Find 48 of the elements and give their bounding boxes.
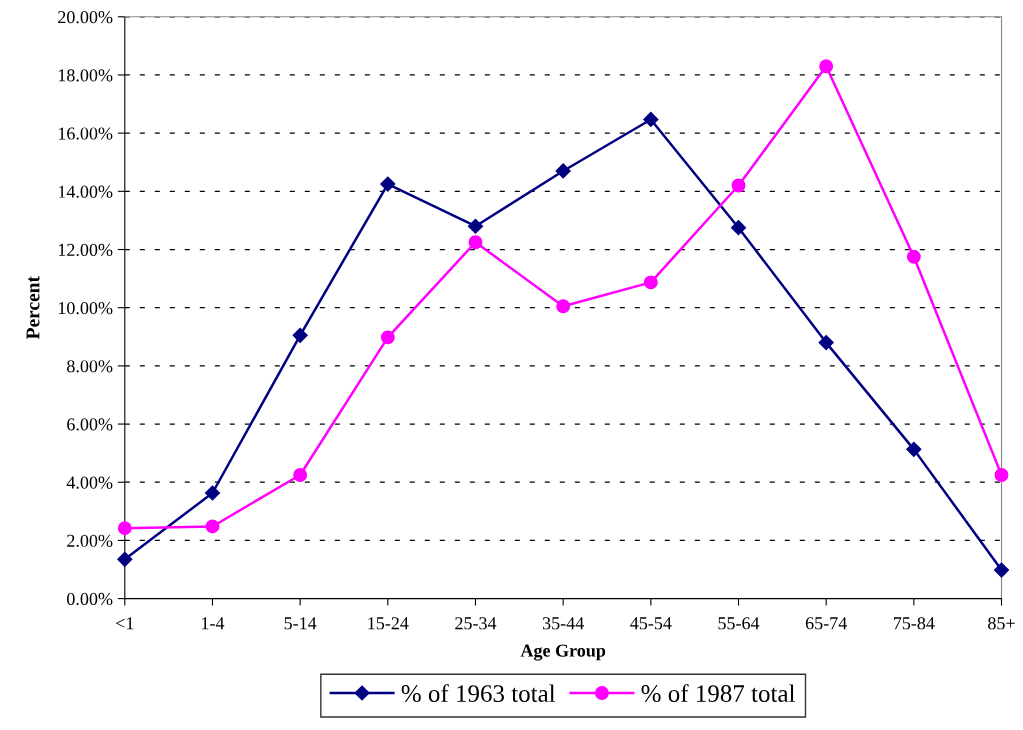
x-tick-label: 5-14 xyxy=(284,617,317,630)
x-tick-label: 55-64 xyxy=(718,617,760,630)
point xyxy=(730,220,747,236)
point xyxy=(818,335,834,351)
point xyxy=(906,441,922,457)
point xyxy=(906,249,921,264)
point xyxy=(643,111,659,128)
point xyxy=(117,521,132,536)
point xyxy=(556,299,571,314)
legend-label: % of 1987 total xyxy=(641,684,795,703)
point xyxy=(380,330,395,345)
x-tick-label: 35-44 xyxy=(542,617,584,630)
x-tick-label: <1 xyxy=(116,617,134,630)
y-tick-label: 16.00% xyxy=(58,127,113,140)
point xyxy=(205,519,220,534)
point xyxy=(204,485,221,501)
legend-label: % of 1963 total xyxy=(401,684,556,703)
x-tick-label: 45-54 xyxy=(630,617,672,630)
y-tick-label: 0.00% xyxy=(67,592,113,606)
x-axis-title: Age Group xyxy=(520,644,606,661)
point xyxy=(994,468,1009,482)
y-axis-title: Percent xyxy=(26,276,40,340)
x-tick-label: 75-84 xyxy=(893,617,935,630)
point xyxy=(643,275,658,290)
point xyxy=(993,562,1010,578)
y-tick-label: 8.00% xyxy=(67,360,113,373)
point xyxy=(293,468,308,482)
x-tick-label: 1-4 xyxy=(202,617,225,630)
point xyxy=(468,235,483,250)
point xyxy=(555,163,571,179)
point xyxy=(380,176,396,192)
point xyxy=(467,218,484,234)
y-tick-label: 12.00% xyxy=(58,243,113,257)
x-tick-label: 25-34 xyxy=(455,617,497,630)
x-tick-label: 85+ xyxy=(988,617,1015,630)
point xyxy=(292,327,308,343)
x-tick-label: 15-24 xyxy=(368,617,409,630)
y-tick-label: 18.00% xyxy=(58,69,113,82)
y-tick-label: 10.00% xyxy=(58,301,113,315)
y-tick-label: 6.00% xyxy=(67,418,113,431)
point xyxy=(117,551,133,567)
x-tick-label: 65-74 xyxy=(805,617,847,630)
point xyxy=(731,178,746,193)
y-tick-label: 4.00% xyxy=(66,476,113,489)
y-tick-label: 14.00% xyxy=(58,185,113,198)
y-tick-label: 20.00% xyxy=(58,11,113,24)
y-tick-label: 2.00% xyxy=(67,534,113,547)
point xyxy=(819,59,834,74)
